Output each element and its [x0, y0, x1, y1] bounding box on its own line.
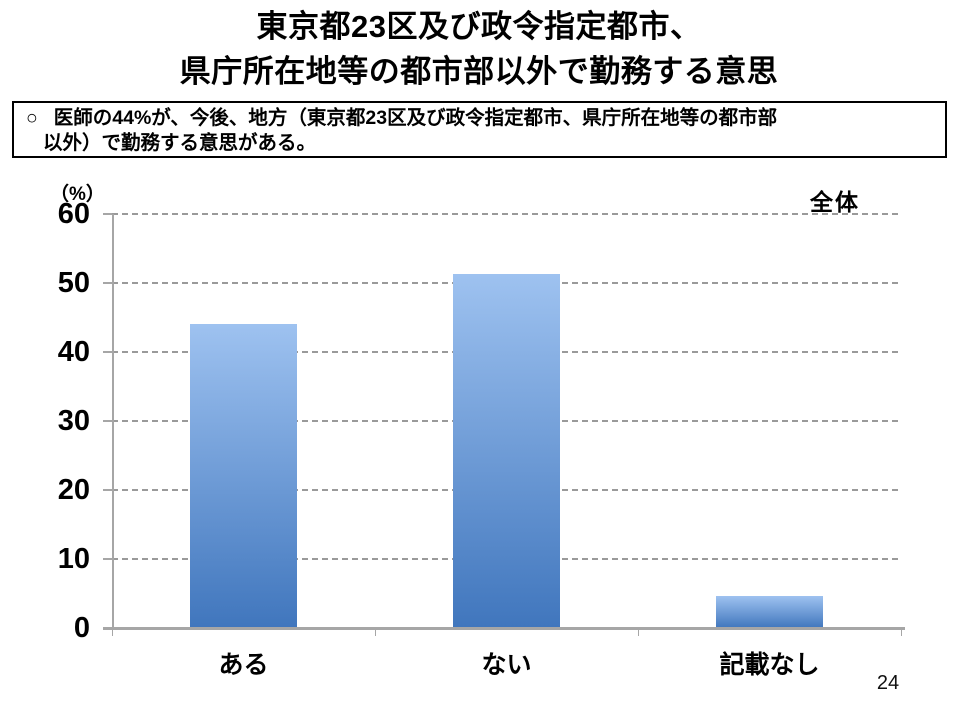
series-label: 全体 [810, 189, 860, 215]
circle-bullet-icon: ○ [26, 107, 38, 129]
y-axis-tick [103, 282, 112, 284]
x-axis-line [103, 627, 905, 630]
gridline-60 [112, 213, 901, 215]
y-axis-tick-label: 20 [57, 474, 90, 506]
summary-text-1: 医師の44%が、今後、地方（東京都23区及び政令指定都市、県庁所在地等の都市部 [53, 107, 778, 129]
x-axis-category-label: ない [481, 651, 532, 679]
x-axis-category-label: ある [218, 651, 269, 679]
page-title-line-1: 東京都23区及び政令指定都市、 [256, 9, 702, 44]
x-axis-tick [374, 628, 376, 636]
x-axis-tick [900, 628, 902, 636]
y-axis-tick-label: 50 [57, 267, 90, 299]
y-axis-tick [103, 351, 112, 353]
x-axis-tick [111, 628, 113, 636]
chart-bar [190, 323, 297, 628]
y-axis-tick [103, 213, 112, 215]
y-axis-tick-label: 40 [57, 336, 90, 368]
page-number: 24 [876, 672, 900, 694]
summary-line-1: ○ 医師の44%が、今後、地方（東京都23区及び政令指定都市、県庁所在地等の都市部 [26, 106, 935, 131]
y-axis-tick-label: 10 [57, 543, 90, 575]
y-axis-tick-label: 60 [57, 198, 90, 230]
y-axis-tick [103, 489, 112, 491]
page-title: 東京都23区及び政令指定都市、 県庁所在地等の都市部以外で勤務する意思 [0, 4, 958, 94]
y-axis-tick [103, 420, 112, 422]
chart-bar [453, 274, 560, 628]
x-axis-category-label: 記載なし [719, 651, 820, 679]
summary-callout: ○ 医師の44%が、今後、地方（東京都23区及び政令指定都市、県庁所在地等の都市部… [12, 101, 947, 158]
chart-bar [716, 596, 823, 628]
y-axis-line [112, 214, 114, 628]
y-axis-unit-label: （%） [50, 184, 105, 205]
summary-line-2: 以外）で勤務する意思がある。 [26, 131, 935, 156]
summary-text-2: 以外）で勤務する意思がある。 [43, 132, 317, 154]
page-title-line-2: 県庁所在地等の都市部以外で勤務する意思 [179, 54, 779, 89]
y-axis-tick-label: 30 [57, 405, 90, 437]
y-axis-tick-label: 0 [73, 612, 90, 644]
x-axis-tick [637, 628, 639, 636]
y-axis-tick [103, 558, 112, 560]
